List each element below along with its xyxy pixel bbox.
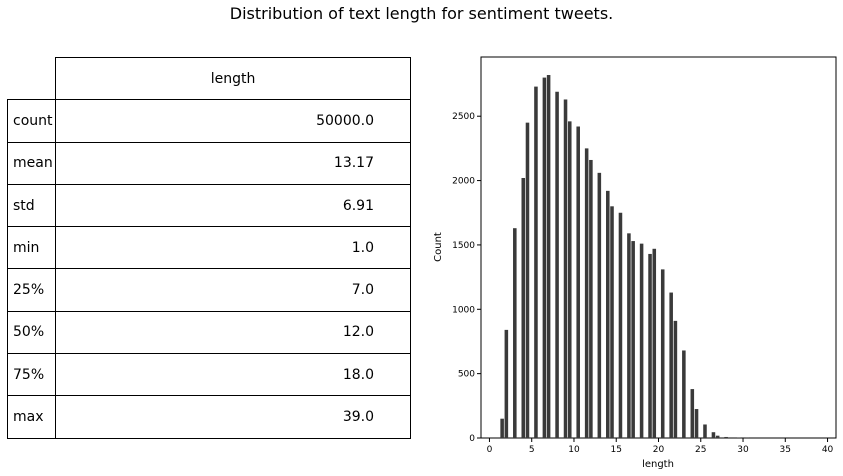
histogram-bar	[567, 121, 572, 439]
histogram-bar	[639, 243, 644, 438]
histogram-bar	[589, 159, 593, 438]
row-value: 1.0	[55, 226, 411, 270]
row-value: 18.0	[55, 353, 411, 397]
table-row: 50% 12.0	[7, 310, 411, 355]
histogram-bar	[500, 418, 504, 438]
histogram-bar	[703, 424, 707, 438]
histogram-bar	[627, 233, 631, 438]
histogram-bar	[597, 172, 602, 438]
row-value: 7.0	[55, 268, 411, 312]
histogram-bar	[631, 241, 635, 438]
histogram-bar	[673, 320, 678, 438]
histogram-bar	[606, 190, 610, 438]
x-tick-label: 25	[695, 445, 706, 455]
x-tick-label: 10	[568, 445, 580, 455]
y-tick-label: 1500	[452, 241, 475, 251]
row-label: count	[7, 99, 56, 143]
row-label: 50%	[7, 310, 56, 355]
histogram-bar	[711, 432, 716, 438]
row-label: max	[7, 395, 56, 439]
histogram-bar	[610, 206, 614, 438]
row-value: 39.0	[55, 395, 411, 439]
histogram-bar	[525, 122, 530, 439]
histogram-bar	[715, 435, 720, 438]
histogram-bar	[534, 86, 538, 438]
table-row: max 39.0	[7, 395, 411, 439]
histogram-bar	[682, 350, 686, 438]
histogram-bar	[576, 126, 580, 438]
row-label: min	[7, 226, 56, 270]
histogram-bar	[660, 269, 665, 438]
x-tick-label: 15	[611, 445, 622, 455]
histogram-bar	[521, 177, 526, 439]
x-tick-label: 0	[487, 445, 493, 455]
histogram-bar	[618, 212, 623, 438]
y-tick-label: 1000	[452, 305, 475, 315]
row-label: mean	[7, 141, 56, 185]
x-tick-label: 20	[653, 445, 665, 455]
x-tick-label: 30	[737, 445, 749, 455]
x-tick-label: 35	[780, 445, 791, 455]
table-row: count 50000.0	[7, 99, 411, 143]
y-tick-label: 0	[469, 434, 475, 444]
histogram-bar	[694, 409, 699, 438]
histogram-bar	[542, 77, 547, 438]
x-tick-label: 40	[822, 445, 834, 455]
histogram-bar	[669, 292, 673, 438]
histogram-bar	[648, 253, 652, 438]
row-value: 12.0	[55, 310, 411, 355]
histogram-bar	[513, 228, 517, 438]
histogram-bar	[652, 248, 657, 438]
histogram-bar	[732, 437, 737, 438]
bar-group	[500, 75, 750, 439]
histogram-bar	[584, 148, 589, 438]
x-axis: 0 5 10 15 20 25 30 35 40	[487, 438, 834, 455]
figure-title: Distribution of text length for sentimen…	[229, 4, 614, 23]
histogram-bar	[555, 91, 559, 438]
y-axis: 0 500 1000 1500 2000 2500	[452, 112, 481, 444]
y-tick-label: 2000	[452, 177, 475, 187]
histogram-bar	[724, 436, 728, 438]
table-row: 75% 18.0	[7, 353, 411, 397]
y-tick-label: 500	[458, 370, 475, 380]
histogram-bar	[690, 389, 695, 438]
describe-table: length count 50000.0 mean 13.17 std 6.91…	[7, 56, 411, 439]
histogram-bar	[546, 75, 551, 439]
x-tick-label: 5	[529, 445, 535, 455]
histogram-bar	[563, 99, 568, 438]
x-axis-label: length	[642, 459, 674, 470]
row-label: std	[7, 183, 56, 228]
table-row: std 6.91	[7, 183, 411, 228]
table-header-row: length	[7, 56, 411, 101]
table-row: min 1.0	[7, 226, 411, 270]
y-tick-label: 2500	[452, 112, 475, 122]
table-column-header: length	[55, 56, 411, 101]
row-value: 6.91	[55, 183, 411, 228]
histogram-bar	[504, 329, 509, 438]
y-axis-label: Count	[433, 232, 444, 262]
